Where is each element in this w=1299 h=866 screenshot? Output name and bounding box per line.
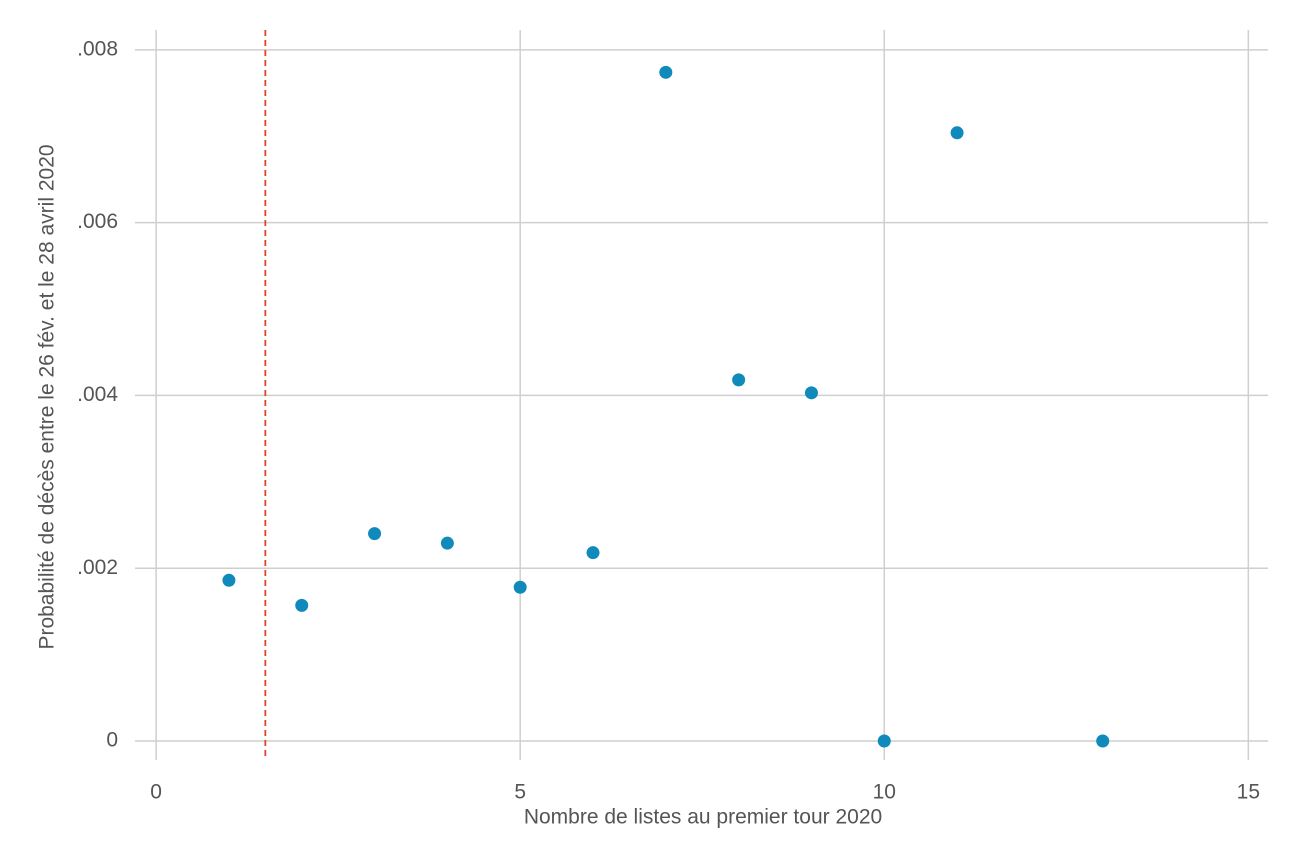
y-tick-label: .004 <box>77 383 118 406</box>
y-axis-title: Probabilité de décès entre le 26 fév. et… <box>36 144 59 649</box>
y-tick-label: .008 <box>77 37 118 60</box>
point <box>877 734 891 748</box>
point <box>586 546 600 560</box>
point <box>732 373 746 387</box>
x-tick-label: 10 <box>873 781 896 804</box>
point <box>804 386 818 400</box>
x-tick-label: 0 <box>150 781 162 804</box>
y-tick-label: .002 <box>77 556 118 579</box>
point <box>1096 734 1110 748</box>
point <box>440 536 454 550</box>
point <box>950 126 964 140</box>
y-tick-label: 0 <box>106 729 118 752</box>
point <box>513 580 527 594</box>
point <box>368 527 382 541</box>
x-axis-title: Nombre de listes au premier tour 2020 <box>524 806 882 829</box>
y-tick-label: .006 <box>77 210 118 233</box>
point <box>222 573 236 587</box>
point <box>659 65 673 79</box>
x-tick-label: 15 <box>1237 781 1260 804</box>
x-tick-label: 5 <box>514 781 526 804</box>
point <box>295 598 309 612</box>
